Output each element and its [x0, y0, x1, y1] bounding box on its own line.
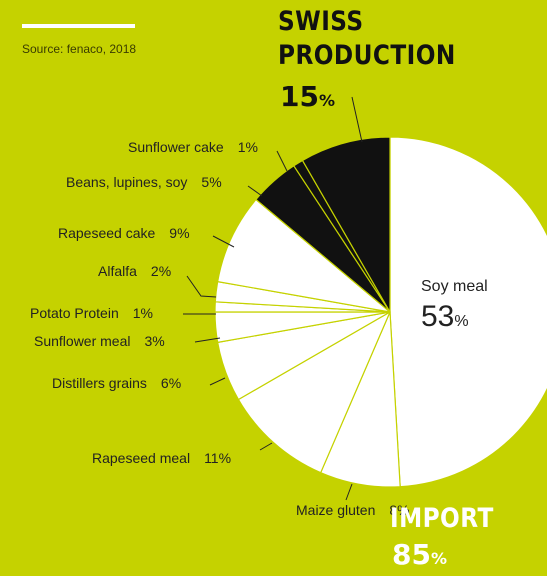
leader-rapeseed-cake [212, 235, 235, 248]
label-rapeseed-meal: Rapeseed meal 11% [92, 450, 231, 466]
pct-sunflower-meal: 3% [145, 333, 165, 349]
soy-pct-unit: % [454, 313, 469, 330]
leader-lines [183, 96, 363, 501]
swiss-production-title: SWISS PRODUCTION [278, 5, 456, 73]
source-note: Source: fenaco, 2018 [22, 42, 137, 56]
import-pct-number: 85 [392, 538, 431, 571]
leader-alfalfa [186, 275, 217, 298]
leader-rapeseed-meal [259, 442, 273, 451]
import-value: 85% [392, 538, 447, 571]
leader-distillers-grains [209, 377, 226, 386]
label-potato-protein: Potato Protein 1% [30, 305, 153, 321]
swiss-pct-unit: % [318, 91, 335, 110]
label-distillers-grains: Distillers grains 6% [52, 375, 181, 391]
pct-maize-gluten: 8% [389, 502, 409, 518]
leader-sunflower-meal [194, 337, 221, 343]
import-title: IMPORT [390, 503, 494, 534]
slice-labels: Maize gluten 8% Rapeseed meal 11% Distille… [30, 139, 410, 518]
pct-potato-protein: 1% [133, 305, 153, 321]
soy-meal-value: 53% [421, 300, 469, 334]
pct-beans-lupines-soy: 5% [201, 174, 221, 190]
leader-swiss-production [351, 96, 363, 143]
leader-maize-gluten [345, 483, 353, 501]
header-rule [22, 24, 135, 28]
soy-pct-number: 53 [421, 300, 455, 333]
slice-swiss-production-other [301, 136, 391, 313]
label-sunflower-meal: Sunflower meal 3% [34, 333, 165, 349]
soy-meal-label: Soy meal [421, 278, 488, 295]
pct-rapeseed-cake: 9% [169, 225, 189, 241]
swiss-production-value: 15% [280, 80, 335, 113]
pct-alfalfa: 2% [151, 263, 171, 279]
label-rapeseed-cake: Rapeseed cake 9% [58, 225, 190, 241]
swiss-pct-number: 15 [280, 80, 319, 113]
label-sunflower-cake: Sunflower cake 1% [128, 139, 258, 155]
label-beans-lupines-soy: Beans, lupines, soy 5% [66, 174, 222, 190]
pct-sunflower-cake: 1% [238, 139, 258, 155]
pie-slices [214, 136, 547, 488]
swiss-title-line1: SWISS [278, 6, 364, 37]
swiss-title-line2: PRODUCTION [278, 40, 456, 71]
slice-rapeseed-meal [237, 311, 391, 474]
slice-soy-meal [389, 136, 547, 488]
import-pct-unit: % [430, 549, 447, 568]
pct-distillers-grains: 6% [161, 375, 181, 391]
slice-rapeseed-cake [217, 198, 391, 313]
pct-rapeseed-meal: 11% [204, 450, 231, 466]
label-maize-gluten: Maize gluten 8% [296, 502, 410, 518]
leader-sunflower-cake [276, 150, 288, 172]
label-alfalfa: Alfalfa 2% [98, 263, 171, 279]
leader-beans-lupines-soy [247, 185, 263, 197]
